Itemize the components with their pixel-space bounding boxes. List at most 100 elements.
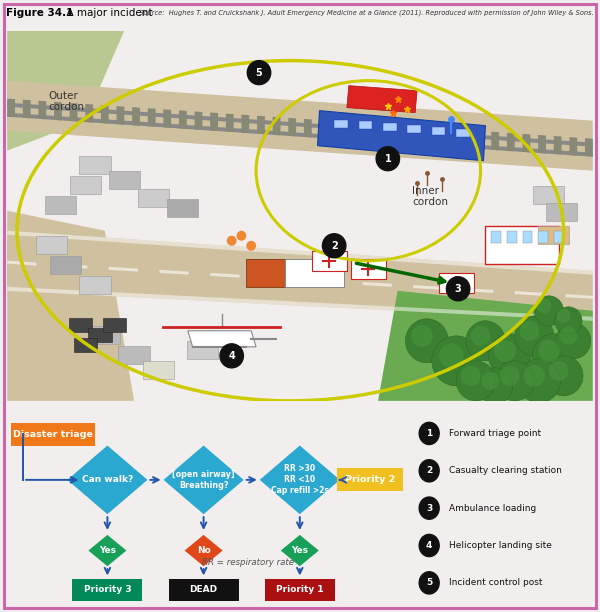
Circle shape [557, 309, 571, 323]
Circle shape [544, 356, 583, 396]
Polygon shape [281, 535, 319, 566]
Polygon shape [398, 125, 406, 144]
Text: 1: 1 [385, 154, 391, 163]
Polygon shape [101, 105, 109, 124]
Bar [546, 203, 577, 221]
Circle shape [322, 234, 346, 258]
Circle shape [471, 326, 490, 346]
Circle shape [466, 321, 505, 361]
Text: RR >30
RR <10
Cap refill >2s: RR >30 RR <10 Cap refill >2s [271, 465, 329, 496]
FancyBboxPatch shape [169, 580, 239, 600]
Polygon shape [538, 135, 546, 154]
Text: 3: 3 [455, 284, 461, 294]
Circle shape [555, 307, 582, 335]
Polygon shape [7, 99, 15, 117]
Polygon shape [7, 211, 134, 401]
Polygon shape [164, 446, 244, 514]
Bar [68, 318, 92, 332]
Text: [open airway]
Breathing?: [open airway] Breathing? [172, 470, 235, 490]
FancyBboxPatch shape [11, 424, 95, 446]
Bar [143, 361, 174, 379]
Polygon shape [7, 31, 124, 151]
Polygon shape [194, 111, 202, 130]
Bar [456, 129, 470, 136]
Bar [103, 318, 126, 332]
Circle shape [406, 319, 448, 363]
Polygon shape [179, 110, 187, 129]
Polygon shape [160, 270, 189, 275]
Polygon shape [413, 127, 421, 145]
Polygon shape [7, 231, 593, 321]
Polygon shape [116, 106, 124, 125]
Circle shape [478, 368, 513, 404]
Polygon shape [260, 446, 340, 514]
Polygon shape [257, 116, 265, 134]
Text: 1: 1 [426, 429, 433, 438]
Text: 5: 5 [426, 578, 433, 588]
Polygon shape [7, 81, 593, 171]
Circle shape [532, 334, 575, 378]
Circle shape [227, 236, 236, 246]
Bar [334, 120, 348, 128]
Text: Priority 2: Priority 2 [345, 476, 395, 484]
Text: Forward triage point: Forward triage point [449, 429, 541, 438]
Bar [485, 226, 559, 264]
Polygon shape [85, 104, 93, 122]
Circle shape [236, 231, 247, 241]
Circle shape [520, 321, 539, 341]
Polygon shape [58, 264, 87, 269]
Text: Ambulance loading: Ambulance loading [449, 504, 536, 513]
Polygon shape [378, 291, 593, 401]
Text: 4: 4 [229, 351, 235, 361]
Bar [538, 226, 569, 244]
Polygon shape [23, 100, 31, 118]
Bar [50, 256, 82, 274]
Bar [79, 155, 110, 174]
Polygon shape [210, 113, 218, 131]
Text: Incident control post: Incident control post [449, 578, 542, 588]
Polygon shape [554, 136, 562, 155]
Text: Figure 34.1: Figure 34.1 [6, 8, 73, 18]
Polygon shape [476, 131, 484, 149]
Text: Priority 3: Priority 3 [83, 586, 131, 594]
Bar [523, 231, 532, 243]
Polygon shape [351, 122, 359, 141]
Bar [351, 259, 386, 279]
Circle shape [482, 372, 499, 390]
Polygon shape [210, 273, 239, 278]
Bar [35, 236, 67, 254]
Circle shape [419, 572, 439, 594]
Circle shape [220, 344, 244, 368]
Bar [286, 259, 344, 287]
Polygon shape [507, 133, 515, 151]
Polygon shape [148, 108, 155, 127]
Bar [70, 176, 101, 194]
FancyBboxPatch shape [265, 580, 335, 600]
Text: Casualty clearing station: Casualty clearing station [449, 466, 562, 476]
Circle shape [461, 366, 481, 386]
Polygon shape [7, 113, 593, 157]
Text: 5: 5 [256, 68, 262, 78]
Polygon shape [261, 276, 290, 281]
Bar [538, 231, 548, 243]
Circle shape [439, 343, 463, 368]
Circle shape [419, 460, 439, 482]
Polygon shape [185, 535, 223, 566]
Circle shape [376, 147, 400, 171]
Polygon shape [335, 121, 343, 140]
Bar [359, 122, 372, 130]
Bar [491, 231, 501, 243]
Polygon shape [38, 101, 46, 119]
Polygon shape [317, 111, 485, 161]
Circle shape [419, 422, 439, 444]
Polygon shape [109, 267, 138, 272]
Polygon shape [163, 110, 171, 128]
Polygon shape [320, 120, 328, 138]
Polygon shape [188, 331, 256, 347]
Polygon shape [88, 535, 127, 566]
Text: RR = respiratory rate: RR = respiratory rate [202, 558, 293, 567]
Polygon shape [241, 114, 249, 133]
Circle shape [432, 336, 481, 386]
Bar [187, 341, 218, 359]
Polygon shape [515, 291, 544, 296]
